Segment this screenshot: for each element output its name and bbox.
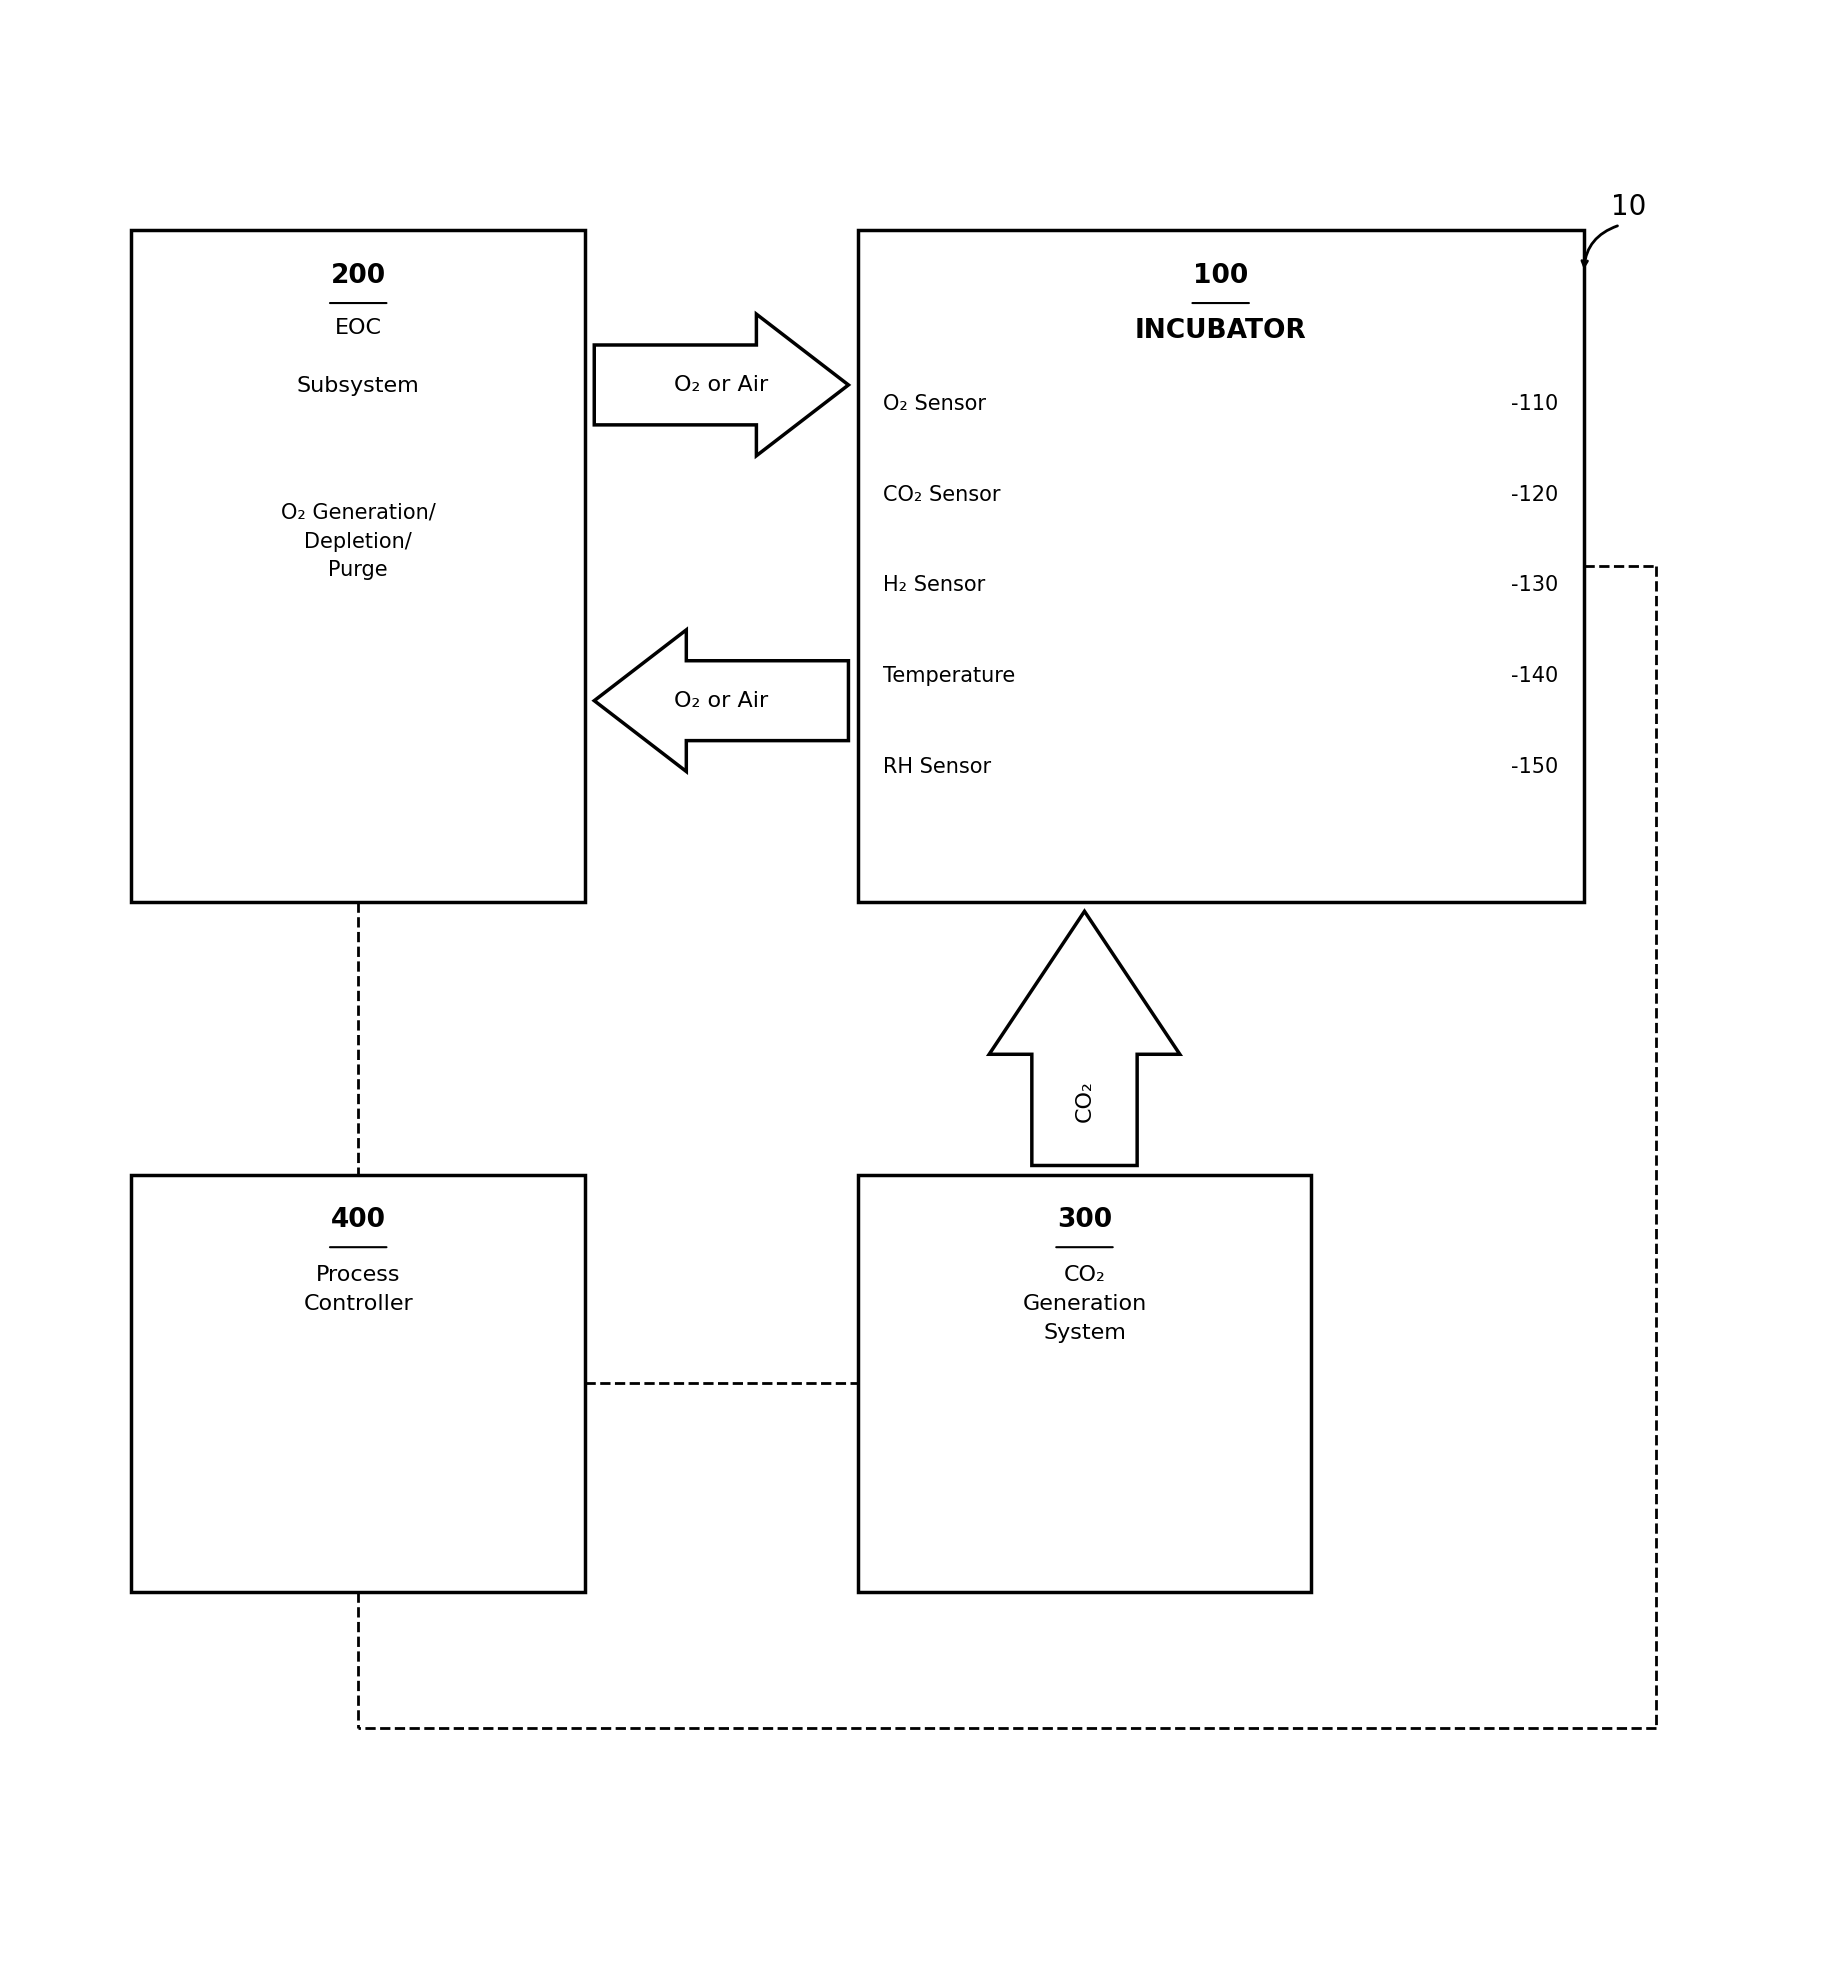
Text: -130: -130 — [1509, 576, 1557, 596]
Bar — [131, 1174, 585, 1593]
Bar — [857, 230, 1582, 902]
Text: Subsystem: Subsystem — [297, 375, 419, 395]
Polygon shape — [988, 912, 1179, 1166]
Bar — [857, 1174, 1311, 1593]
Text: -140: -140 — [1509, 665, 1557, 687]
Text: O₂ or Air: O₂ or Air — [675, 375, 767, 395]
Polygon shape — [594, 314, 848, 455]
Text: O₂ Generation/
Depletion/
Purge: O₂ Generation/ Depletion/ Purge — [281, 502, 436, 580]
Text: 300: 300 — [1056, 1207, 1112, 1233]
Text: O₂ Sensor: O₂ Sensor — [882, 393, 986, 413]
Text: CO₂ Sensor: CO₂ Sensor — [882, 485, 999, 504]
Text: Temperature: Temperature — [882, 665, 1015, 687]
Text: 10: 10 — [1610, 193, 1646, 220]
Text: H₂ Sensor: H₂ Sensor — [882, 576, 984, 596]
Text: INCUBATOR: INCUBATOR — [1134, 318, 1305, 344]
Text: CO₂: CO₂ — [1074, 1080, 1094, 1122]
Polygon shape — [594, 630, 848, 771]
Text: 100: 100 — [1192, 262, 1247, 290]
Text: Process
Controller: Process Controller — [303, 1265, 412, 1315]
Text: CO₂
Generation
System: CO₂ Generation System — [1023, 1265, 1147, 1343]
Text: O₂ or Air: O₂ or Air — [675, 691, 767, 711]
Text: 200: 200 — [330, 262, 386, 290]
Text: EOC: EOC — [335, 318, 381, 338]
Text: RH Sensor: RH Sensor — [882, 757, 990, 777]
Text: -150: -150 — [1509, 757, 1557, 777]
Text: 400: 400 — [330, 1207, 385, 1233]
Text: -120: -120 — [1509, 485, 1557, 504]
Bar — [131, 230, 585, 902]
Text: -110: -110 — [1509, 393, 1557, 413]
